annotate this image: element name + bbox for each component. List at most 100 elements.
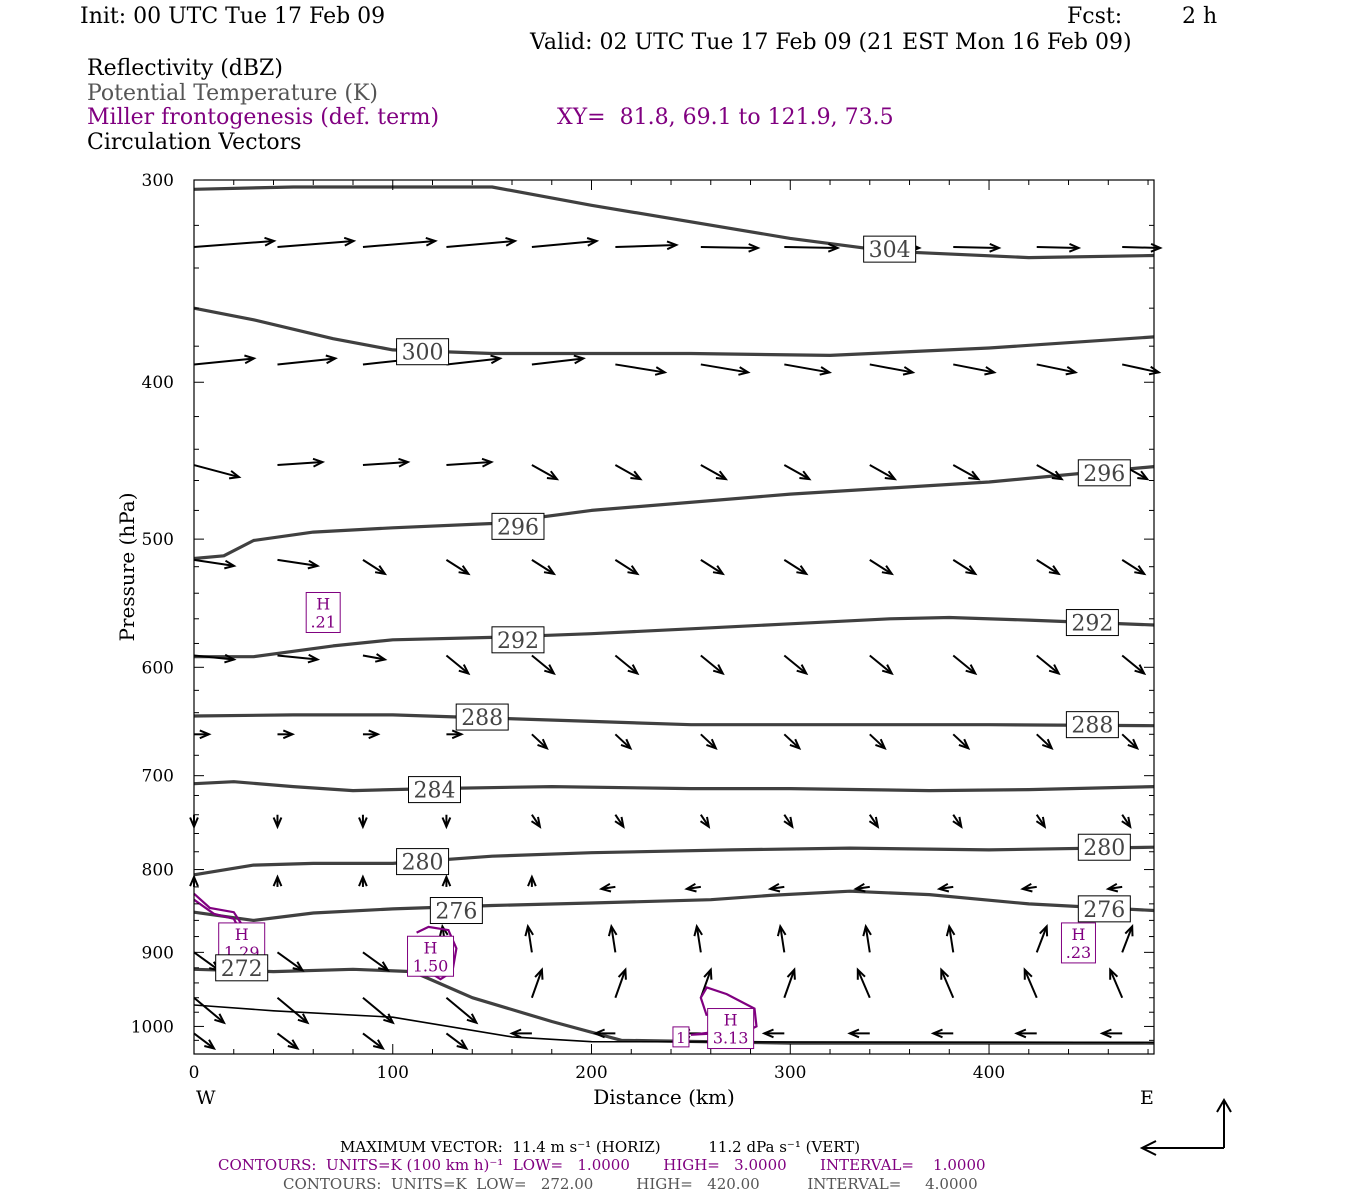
circulation-vector-head (699, 816, 711, 829)
circulation-vector (1023, 969, 1038, 999)
circulation-vector-head (372, 1039, 385, 1050)
theta-label-box (1077, 833, 1131, 861)
theta-label-box (491, 512, 545, 540)
circulation-vector (193, 996, 225, 1024)
circulation-vector (193, 558, 235, 567)
circulation-vector (864, 926, 871, 953)
circulation-vector-head (592, 1028, 605, 1039)
theta-label: 280 (1083, 836, 1125, 861)
circulation-vector-head (856, 967, 866, 980)
frontogenesis-max-box (1060, 922, 1096, 964)
theta-label-box (1065, 711, 1119, 739)
circulation-vector-head (984, 366, 997, 376)
circulation-vector (531, 464, 558, 480)
circulation-vector (614, 654, 638, 675)
circulation-vector (1036, 246, 1079, 250)
circulation-vector-head (586, 237, 600, 247)
circulation-vector (362, 1032, 384, 1050)
circulation-vector (1121, 654, 1145, 675)
theta-contour-292 (194, 615, 1155, 659)
xy-coordinates: XY= 81.8, 69.1 to 121.9, 73.5 (557, 105, 894, 130)
circulation-vector (783, 559, 807, 575)
circulation-vector-head (282, 729, 296, 740)
circulation-vector-head (481, 457, 494, 468)
circulation-vector-head (1137, 470, 1150, 481)
theta-label: 284 (413, 779, 455, 804)
circulation-vector-head (693, 923, 703, 937)
circulation-vector (362, 461, 409, 467)
circulation-vector-head (1035, 816, 1047, 829)
circulation-vector (526, 926, 533, 953)
frontogenesis-max-label: H (316, 594, 330, 613)
circulation-vector-head (358, 874, 368, 887)
chart-axes: 0 100 200 300 400 300 400 500 600 700 800 900 1000 Di… (115, 171, 1155, 1109)
circulation-vector-head (439, 923, 449, 937)
circulation-vector (783, 969, 796, 999)
circulation-vector (700, 363, 749, 374)
reference-horizontal-head (1139, 1140, 1157, 1156)
field-reflectivity: Reflectivity (dBZ) (87, 56, 283, 81)
circulation-vector-head (712, 565, 725, 576)
circulation-vector-head (297, 1013, 310, 1025)
circulation-vector (856, 969, 871, 999)
circulation-vector-head (1051, 470, 1064, 481)
circulation-vector-head (654, 366, 668, 376)
circulation-vector (446, 461, 492, 467)
contours-fronto-text: CONTOURS: UNITS=K (100 km h)⁻¹ LOW= 1.00… (218, 1156, 986, 1174)
circulation-vector (1036, 559, 1060, 575)
circulation-vector (1035, 925, 1048, 953)
circulation-vector-head (325, 354, 338, 365)
frontogenesis-max-box (707, 1008, 755, 1050)
theta-contour-288 (193, 713, 1155, 728)
y-tick-label: 300 (142, 171, 174, 191)
x-tick-label: 0 (189, 1063, 200, 1083)
circulation-vector-head (630, 470, 643, 481)
circulation-vector (940, 969, 955, 999)
field-theta: Potential Temperature (K) (87, 81, 378, 106)
theta-contour-300 (193, 306, 1155, 357)
circulation-vector-head (738, 366, 751, 376)
circulation-vector-head (796, 664, 809, 676)
circulation-vector-head (368, 729, 381, 740)
circulation-vector (362, 654, 386, 661)
circulation-vector-head (748, 243, 761, 253)
circulation-vector (276, 1032, 299, 1050)
circulation-vector-head (1014, 1028, 1027, 1039)
circulation-vector-head (853, 882, 866, 893)
circulation-vector (277, 558, 318, 567)
circulation-vector (1036, 654, 1060, 675)
frontogenesis-contour-label-box (672, 1026, 690, 1048)
circulation-vector-head (441, 817, 452, 830)
circulation-vector (783, 464, 810, 480)
circulation-vector (445, 559, 469, 575)
circulation-vector-head (930, 1028, 943, 1039)
circulation-vector-head (799, 470, 812, 481)
circulation-vector (531, 733, 548, 750)
circulation-vector-head (1121, 816, 1132, 829)
circulation-vector-head (902, 366, 916, 376)
y-tick-label: 800 (142, 861, 174, 881)
circulation-vector (869, 559, 893, 575)
circulation-vector (193, 654, 235, 661)
frontogenesis-max-box (407, 935, 455, 977)
circulation-vector (614, 969, 627, 999)
circulation-vector-head (546, 470, 560, 481)
circulation-vector (952, 654, 976, 675)
circulation-vector (952, 559, 976, 575)
circulation-vector-head (527, 874, 537, 887)
circulation-vector-head (1134, 664, 1147, 676)
circulation-vector-head (965, 565, 978, 576)
circulation-vector-head (945, 923, 956, 937)
circulation-vector-head (524, 923, 534, 937)
theta-label-box (491, 626, 545, 654)
circulation-vector (869, 654, 893, 675)
circulation-vector (783, 654, 807, 675)
frontogenesis-max-box (305, 591, 341, 633)
circulation-vector-head (374, 653, 388, 663)
west-label: W (196, 1087, 216, 1109)
circulation-vector-head (715, 470, 729, 481)
circulation-vector (953, 363, 995, 374)
theta-contour-296 (193, 465, 1155, 561)
circulation-vector-head (617, 967, 627, 980)
init-time: Init: 00 UTC Tue 17 Feb 09 (80, 4, 386, 29)
